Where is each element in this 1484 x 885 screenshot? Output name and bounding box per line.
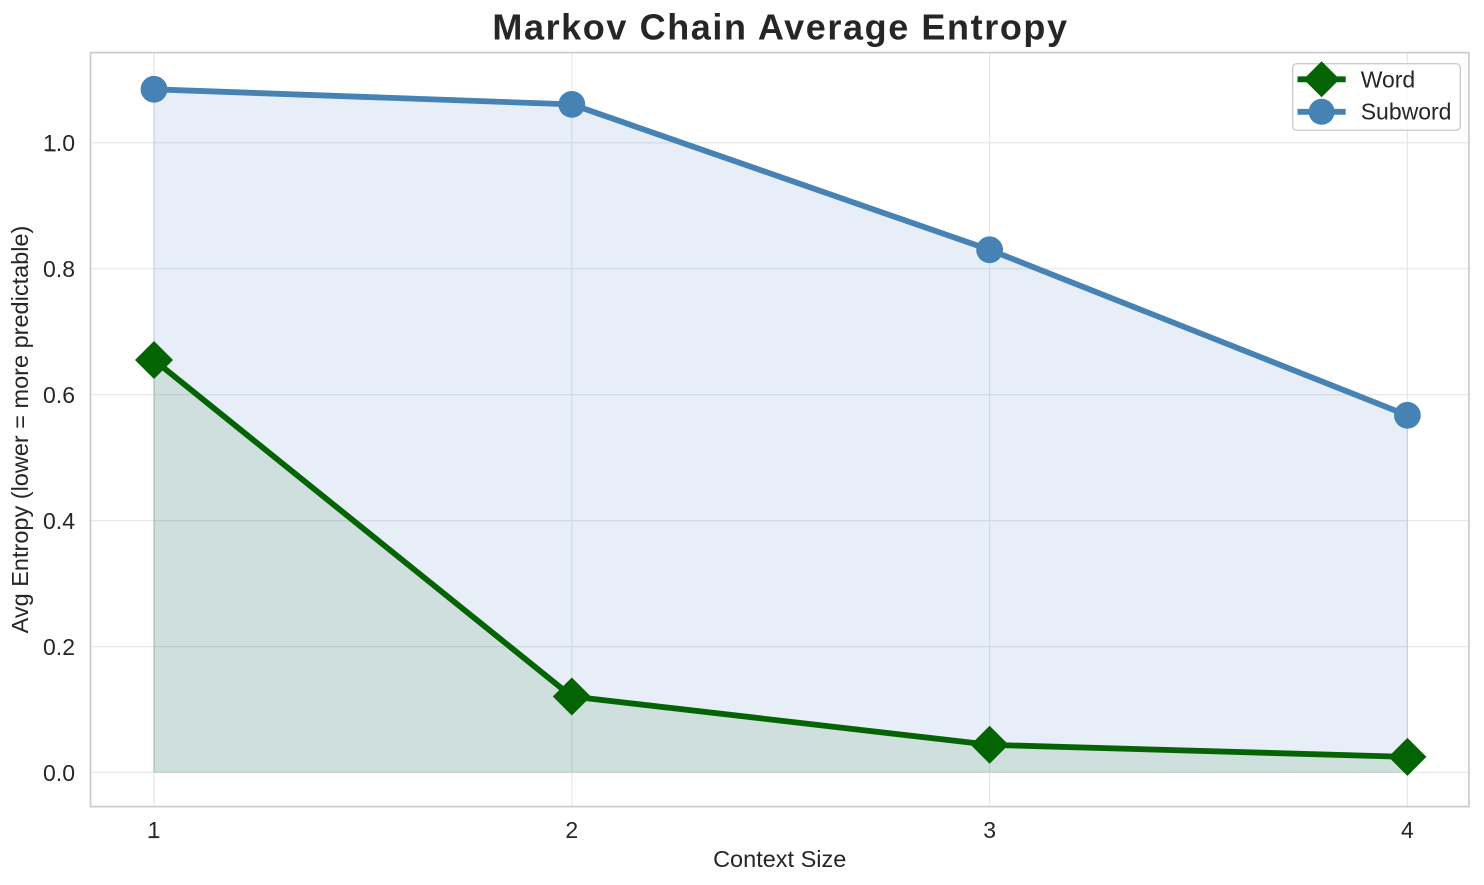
svg-text:4: 4 (1401, 817, 1414, 843)
svg-text:1.0: 1.0 (43, 130, 75, 156)
svg-text:Avg Entropy (lower = more pred: Avg Entropy (lower = more predictable) (7, 226, 33, 634)
svg-text:2: 2 (565, 817, 578, 843)
svg-text:3: 3 (983, 817, 996, 843)
svg-text:Word: Word (1361, 67, 1416, 93)
svg-text:1: 1 (148, 817, 161, 843)
svg-text:0.6: 0.6 (43, 382, 75, 408)
svg-text:Context Size: Context Size (713, 846, 846, 872)
svg-text:0.0: 0.0 (43, 760, 75, 786)
svg-text:Subword: Subword (1361, 98, 1452, 124)
svg-text:0.2: 0.2 (43, 634, 75, 660)
svg-text:0.4: 0.4 (43, 508, 75, 534)
svg-text:0.8: 0.8 (43, 256, 75, 282)
svg-text:Markov Chain Average Entropy: Markov Chain Average Entropy (492, 7, 1068, 48)
